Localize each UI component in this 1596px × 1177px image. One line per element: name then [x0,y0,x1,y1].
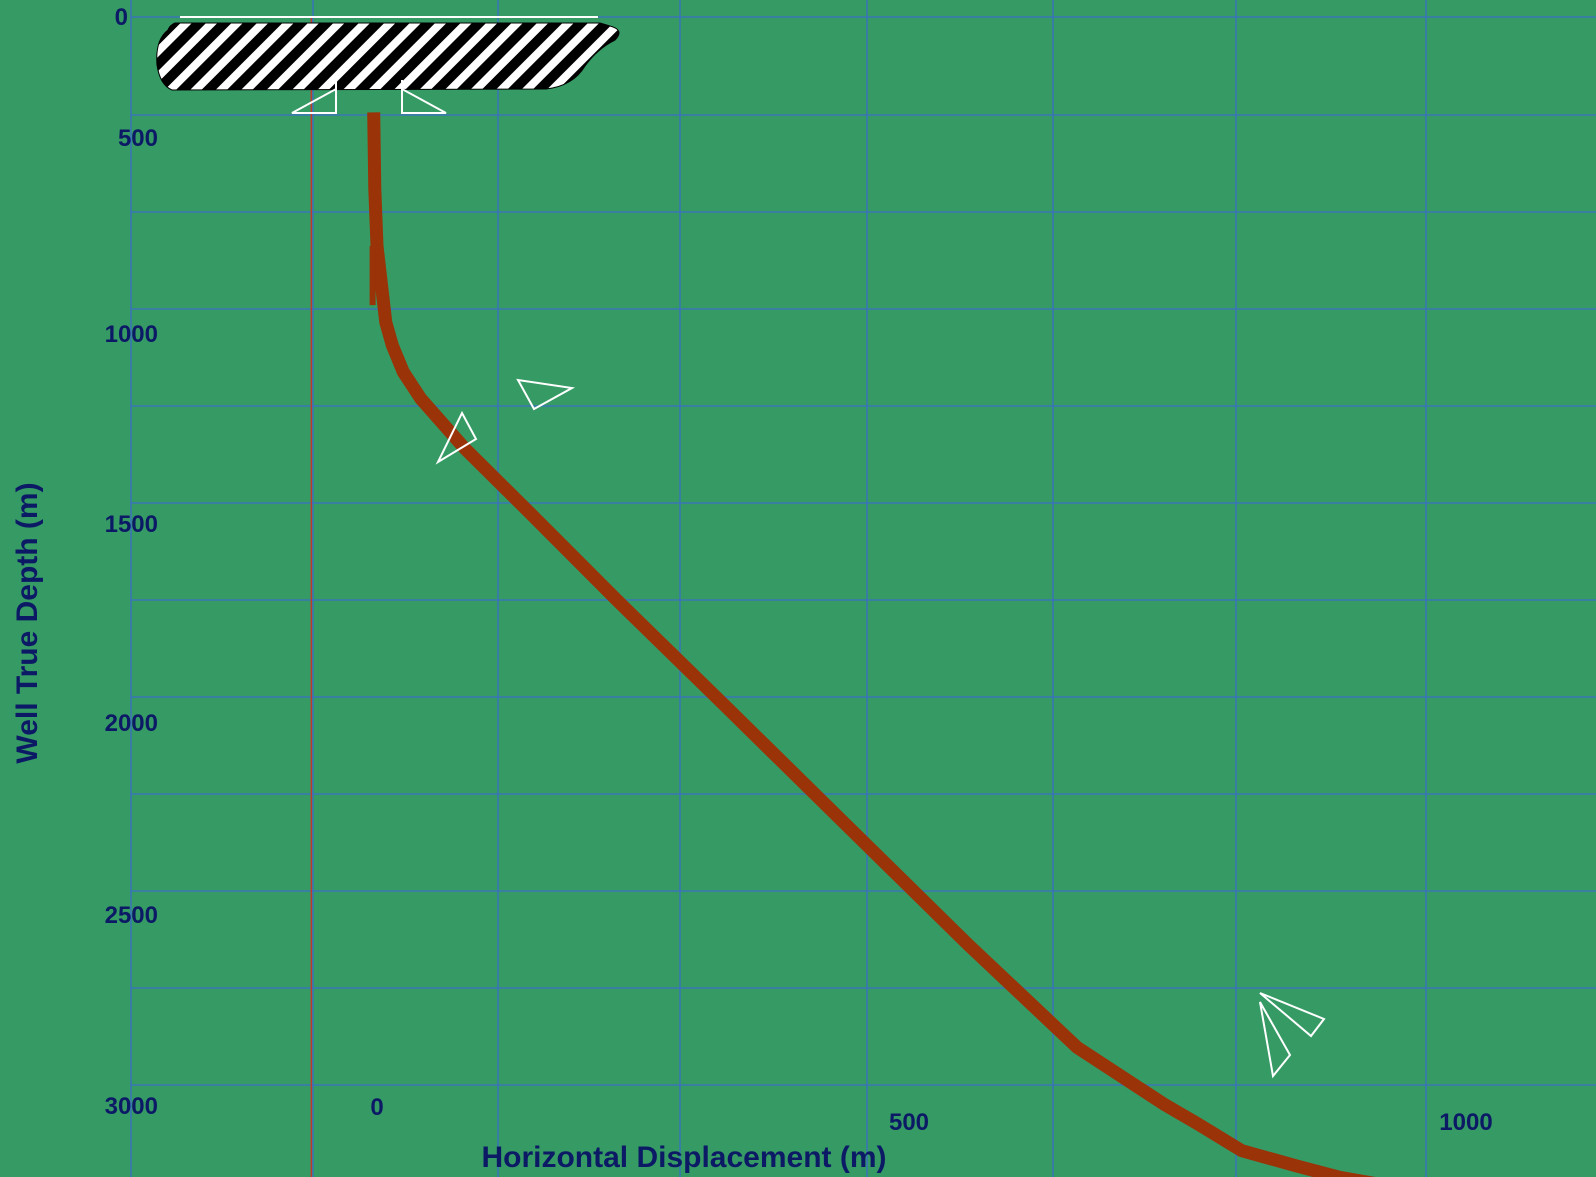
arrowhead-marker [401,87,447,114]
x-tick-label: 500 [889,1109,929,1136]
arrowhead-marker [1259,1001,1292,1079]
hatched-zone [156,22,620,91]
vertical-grid-lines [130,0,1427,1177]
arrowhead-marker [291,87,337,114]
y-tick-labels: 0 500 1000 1500 2000 2500 3000 [105,4,158,1120]
y-axis-title: Well True Depth (m) [11,482,44,763]
y-tick-label: 1000 [105,321,158,348]
y-tick-label: 0 [115,4,128,31]
hatched-zone-layer [156,16,620,91]
y-tick-label: 3000 [105,1093,158,1120]
x-tick-labels: 0 500 1000 [370,1094,1492,1136]
y-tick-label: 1500 [105,511,158,538]
x-axis-title: Horizontal Displacement (m) [481,1141,886,1174]
trajectory-layer [367,112,1376,1177]
arrowhead-marker [1259,992,1326,1038]
horizontal-grid-lines [131,16,1596,1086]
x-tick-label: 1000 [1439,1109,1492,1136]
y-tick-label: 500 [118,125,158,152]
arrowhead-marker [435,410,478,465]
y-tick-label: 2000 [105,710,158,737]
y-tick-label: 2500 [105,902,158,929]
arrow-markers [291,80,1326,1079]
arrowhead-marker [516,378,576,411]
x-tick-label: 0 [370,1094,383,1121]
trajectory-line [367,112,1376,1177]
